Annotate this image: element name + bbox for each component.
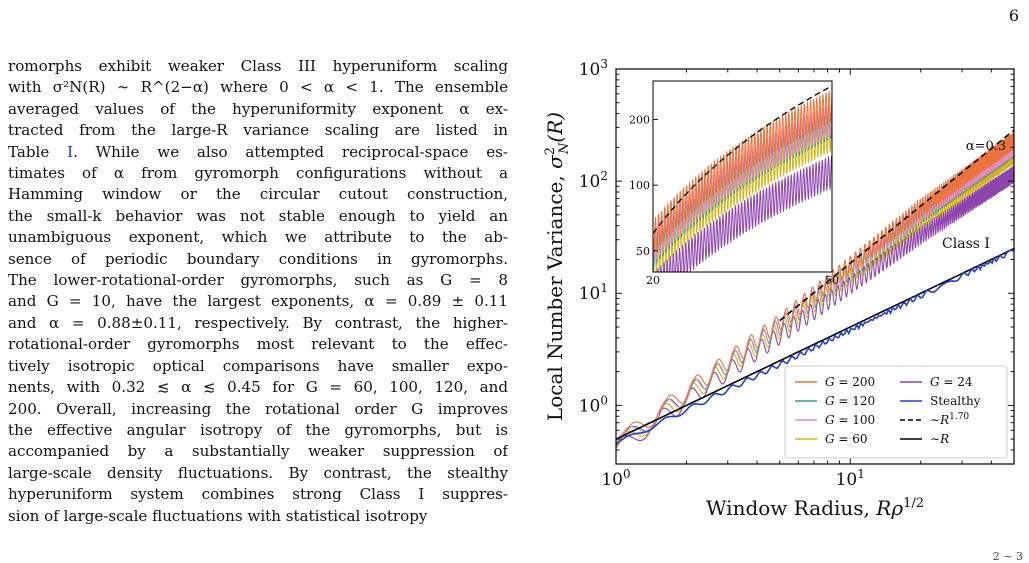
- inset-series-line-4: [657, 155, 832, 272]
- series-line-7: [616, 247, 1014, 440]
- y-axis-label: Local Number Variance, σ2N(R): [543, 112, 572, 421]
- text-line-19: accompanied by a substantially weaker su…: [8, 442, 508, 461]
- text-line-16: nents, with 0.32 ≲ α ≲ 0.45 for G = 60, …: [8, 378, 508, 397]
- text-line-8: the small-k behavior was not stable enou…: [8, 206, 508, 225]
- legend-label: G = 100: [825, 413, 875, 427]
- page-number: 6: [1008, 6, 1019, 25]
- legend-label: G = 24: [930, 375, 973, 389]
- text-line-13: and α = 0.88±0.11, respectively. By cont…: [8, 313, 508, 332]
- body-text: romorphs exhibit weaker Class III hyperu…: [8, 56, 508, 527]
- variance-chart: 100 101 100 101 102 103 Window Radius, Rρ1/2 Lo…: [543, 58, 1015, 520]
- paragraph: romorphs exhibit weaker Class III hyperu…: [8, 56, 508, 527]
- legend-label: G = 200: [825, 375, 875, 389]
- text-line-22: sion of large-scale fluctuations with st…: [8, 506, 428, 525]
- y-tick-label: 103: [579, 58, 608, 80]
- annotation-alpha: α=0.3: [966, 139, 1006, 154]
- series-line-5: [616, 249, 1014, 445]
- text-line-15: tively isotropic optical comparisons hav…: [8, 356, 508, 375]
- y-tick-label: 101: [579, 281, 608, 304]
- text-line-12: and G = 10, have the largest exponents, …: [8, 292, 508, 311]
- text-line-18: the effective angular isotropy of the gy…: [8, 420, 508, 439]
- legend-label: ∼R: [930, 432, 949, 446]
- text-line-20: large-scale density fluctuations. By con…: [8, 463, 508, 482]
- text-line-14: rotational-order gyromorphs most relevan…: [8, 335, 508, 354]
- inset-y-tick-label: 200: [629, 113, 650, 126]
- text-line-2: with σ²N(R) ∼ R^(2−α) where 0 < α < 1. T…: [8, 78, 508, 97]
- x-tick-label: 100: [601, 467, 630, 490]
- legend-box: [784, 365, 1008, 459]
- text-line-21: hyperuniform system combines strong Clas…: [8, 485, 508, 504]
- y-tick-label: 100: [579, 393, 608, 416]
- text-line-5: Table I. While we also attempted recipro…: [8, 142, 508, 161]
- text-line-17: 200. Overall, increasing the rotational …: [8, 399, 508, 418]
- inset-series-line-0: [653, 91, 832, 252]
- text-line-3: averaged values of the hyperuniformity e…: [8, 99, 508, 118]
- text-line-6: timates of α from gyromorph configuratio…: [8, 164, 508, 183]
- y-tick-label: 102: [579, 169, 608, 192]
- text-line-4: tracted from the large-R variance scalin…: [8, 121, 508, 140]
- inset-y-tick-label: 50: [636, 245, 650, 258]
- text-line-9: unambiguous exponent, which we attribute…: [8, 228, 508, 247]
- corner-fragment: 2 ∼ 3: [992, 550, 1023, 563]
- x-tick-label: 101: [836, 467, 865, 490]
- variance-figure: 100 101 100 101 102 103 Window Radius, Rρ1/2 Lo…: [540, 58, 1029, 563]
- text-line-11: The lower-rotational-order gyromorphs, s…: [8, 271, 508, 290]
- legend-label: G = 60: [825, 432, 868, 446]
- legend-label: G = 120: [825, 394, 875, 408]
- inset-frame: [652, 80, 833, 273]
- x-axis-label: Window Radius, Rρ1/2: [706, 496, 924, 520]
- inset-y-tick-label: 100: [629, 179, 650, 192]
- legend-label: Stealthy: [930, 394, 981, 408]
- plot-frame: [615, 68, 1015, 465]
- inset-x-tick-label: 20: [646, 274, 660, 287]
- series-line-0: [616, 132, 1014, 449]
- inset-x-tick-label: 50: [825, 274, 839, 287]
- text-line-1: romorphs exhibit weaker Class III hyperu…: [8, 57, 508, 75]
- table-ref-link[interactable]: I: [67, 142, 74, 161]
- annotation-class-i: Class I: [942, 236, 990, 252]
- series-line-6: [779, 129, 1014, 322]
- text-line-7: Hamming window or the circular cutout co…: [8, 185, 508, 204]
- text-line-10: sence of periodic boundary conditions in…: [8, 249, 508, 268]
- inset-series-line-6: [653, 85, 832, 234]
